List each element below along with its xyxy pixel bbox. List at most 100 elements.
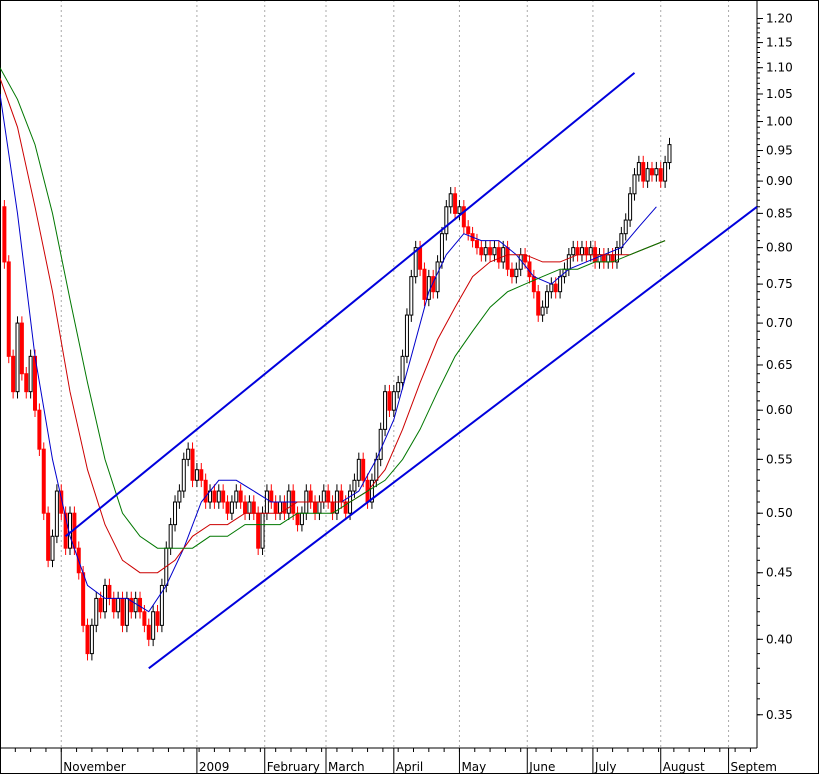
candle-body: [94, 597, 99, 626]
candle-body: [544, 291, 549, 308]
candle-body: [238, 490, 243, 503]
candle-body: [317, 501, 322, 514]
candle-body: [610, 254, 615, 263]
moving-average-line: [0, 93, 657, 613]
candle-body: [6, 261, 11, 357]
candle-body: [606, 254, 611, 263]
candle-body: [299, 512, 304, 526]
candle-body: [439, 233, 444, 263]
candle-body: [151, 611, 156, 640]
candle-body: [203, 479, 208, 503]
candle-body: [623, 219, 628, 235]
y-tick-label: 1.15: [766, 36, 793, 50]
candle-body: [251, 501, 256, 514]
candle-body: [313, 501, 318, 514]
candle-body: [24, 373, 29, 393]
candle-body: [247, 501, 252, 514]
candle-body: [496, 247, 501, 263]
candle-body: [536, 291, 541, 316]
candle-body: [632, 174, 637, 195]
candle-body: [588, 247, 593, 256]
y-tick-label: 1.10: [766, 61, 793, 75]
y-tick-label: 0.85: [766, 206, 793, 220]
candle-body: [649, 168, 654, 176]
candle-body: [409, 276, 414, 316]
candle-body: [453, 193, 458, 214]
x-axis: November 2009 February March April May June Jul…: [0, 748, 777, 774]
candle-body: [63, 512, 68, 549]
chart-grid: [60, 0, 730, 748]
candle-body: [19, 322, 24, 375]
candle-body: [474, 240, 479, 249]
candle-body: [579, 247, 584, 256]
y-tick-label: 0.75: [766, 277, 793, 291]
candle-body: [514, 268, 519, 278]
candle-body: [46, 512, 51, 561]
candle-body: [505, 247, 510, 270]
candle-body: [234, 490, 239, 503]
y-tick-label: 0.40: [766, 632, 793, 646]
y-tick-label: 0.55: [766, 452, 793, 466]
x-tick-label: June: [528, 760, 555, 774]
x-tick-label: February: [267, 760, 320, 774]
candle-body: [155, 611, 160, 626]
candle-body: [492, 247, 497, 256]
candle-body: [431, 276, 436, 293]
candle-body: [116, 597, 121, 613]
trend-line: [148, 205, 758, 670]
y-tick-label: 0.60: [766, 403, 793, 417]
candle-body: [400, 355, 405, 384]
candle-body: [273, 501, 278, 514]
x-tick-label: July: [594, 760, 617, 774]
candle-body: [628, 193, 633, 221]
candle-body: [256, 512, 261, 549]
candle-body: [111, 597, 116, 613]
candle-body: [509, 268, 514, 278]
candle-body: [181, 458, 186, 492]
x-tick-label: November: [63, 760, 125, 774]
x-tick-label: April: [396, 760, 423, 774]
y-tick-label: 0.95: [766, 144, 793, 158]
candle-body: [422, 268, 427, 300]
candle-body: [457, 206, 462, 214]
candle-body: [308, 490, 313, 503]
candle-body: [221, 490, 226, 503]
candle-body: [199, 469, 204, 481]
candle-body: [645, 168, 650, 182]
candle-body: [59, 490, 64, 514]
candle-body: [264, 490, 269, 514]
candle-body: [330, 501, 335, 514]
x-tick-label: March: [328, 760, 365, 774]
moving-averages: [0, 67, 666, 613]
candle-body: [124, 597, 129, 626]
y-tick-label: 0.45: [766, 566, 793, 580]
candle-body: [523, 254, 528, 263]
candle-body: [138, 597, 143, 613]
candle-body: [260, 512, 265, 549]
candle-body: [361, 458, 366, 481]
candle-body: [352, 479, 357, 492]
candle-body: [177, 490, 182, 503]
candle-body: [667, 144, 672, 164]
candle-body: [326, 490, 331, 503]
candle-body: [566, 254, 571, 270]
x-tick-label: Septem: [731, 760, 777, 774]
candle-body: [159, 584, 164, 626]
candle-body: [387, 391, 392, 411]
candle-body: [435, 261, 440, 293]
candle-body: [28, 355, 33, 393]
candle-body: [81, 572, 86, 626]
candle-body: [41, 448, 46, 514]
candle-body: [575, 247, 580, 256]
candle-body: [531, 276, 536, 293]
candle-body: [654, 168, 659, 176]
candle-body: [356, 458, 361, 481]
candle-body: [2, 206, 7, 263]
candle-body: [190, 448, 195, 481]
candle-body: [146, 624, 151, 640]
candle-body: [107, 584, 112, 599]
candle-body: [133, 597, 138, 613]
